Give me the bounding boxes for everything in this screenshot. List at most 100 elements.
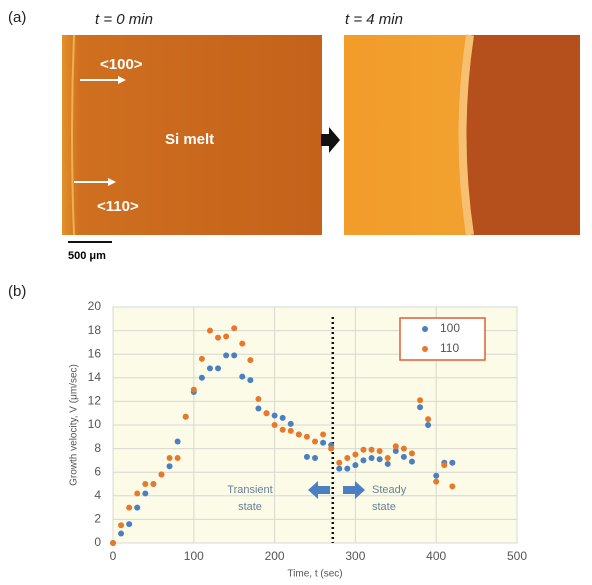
data-point bbox=[360, 457, 367, 464]
data-point bbox=[449, 459, 456, 466]
melt-region bbox=[462, 35, 580, 235]
data-point bbox=[449, 483, 456, 490]
data-point bbox=[166, 455, 173, 462]
y-tick-label: 18 bbox=[88, 323, 102, 337]
annotation: Transient bbox=[227, 484, 272, 496]
data-point bbox=[320, 439, 327, 446]
data-point bbox=[287, 420, 294, 427]
data-point bbox=[231, 352, 238, 359]
data-point bbox=[417, 404, 424, 411]
data-point bbox=[142, 490, 149, 497]
data-point bbox=[312, 455, 318, 462]
data-point bbox=[425, 422, 432, 428]
data-point bbox=[247, 357, 254, 364]
melt-label: Si melt bbox=[165, 131, 214, 148]
x-tick-label: 500 bbox=[507, 549, 527, 563]
data-point bbox=[279, 426, 286, 433]
x-axis-title: Time, t (sec) bbox=[287, 569, 342, 580]
data-point bbox=[118, 522, 125, 529]
data-point bbox=[158, 471, 165, 478]
interface bbox=[71, 34, 75, 236]
annotation-arrow bbox=[308, 481, 330, 499]
y-tick-label: 8 bbox=[94, 441, 101, 455]
data-point bbox=[239, 340, 246, 347]
panel-label: (a) bbox=[8, 9, 26, 26]
x-tick-label: 200 bbox=[265, 549, 285, 563]
x-tick-label: 400 bbox=[426, 549, 446, 563]
x-tick-label: 0 bbox=[110, 549, 117, 563]
data-point bbox=[441, 462, 448, 469]
data-point bbox=[336, 465, 343, 472]
data-point bbox=[174, 455, 181, 462]
y-tick-label: 20 bbox=[88, 299, 102, 313]
data-point bbox=[150, 481, 157, 487]
data-point bbox=[271, 422, 278, 428]
data-point bbox=[336, 459, 343, 466]
data-point bbox=[303, 433, 310, 440]
data-point bbox=[408, 450, 415, 457]
legend-label: 110 bbox=[440, 341, 459, 355]
data-point bbox=[198, 355, 205, 362]
data-point bbox=[400, 445, 407, 452]
data-point bbox=[271, 412, 278, 419]
data-point bbox=[433, 478, 440, 485]
direction-label: <100> bbox=[100, 56, 143, 73]
data-point bbox=[312, 438, 318, 445]
data-point bbox=[247, 377, 254, 384]
data-point bbox=[408, 458, 415, 465]
y-tick-label: 16 bbox=[88, 346, 102, 360]
interface bbox=[458, 34, 474, 236]
data-point bbox=[134, 504, 141, 511]
data-point bbox=[425, 416, 432, 423]
data-point bbox=[223, 333, 230, 340]
legend-label: 100 bbox=[440, 321, 460, 335]
data-point bbox=[376, 456, 383, 463]
data-point bbox=[206, 327, 213, 334]
data-point bbox=[215, 365, 222, 372]
data-point bbox=[239, 373, 246, 380]
time-label: t = 4 min bbox=[345, 11, 403, 28]
y-tick-label: 2 bbox=[94, 512, 101, 526]
data-point bbox=[320, 431, 327, 438]
data-point bbox=[417, 397, 424, 404]
data-point bbox=[198, 374, 205, 381]
direction-arrow bbox=[108, 178, 116, 186]
data-point bbox=[118, 530, 125, 537]
data-point bbox=[368, 455, 375, 462]
data-point bbox=[223, 352, 230, 359]
data-point bbox=[352, 462, 359, 469]
y-tick-label: 12 bbox=[88, 394, 102, 408]
y-tick-label: 4 bbox=[94, 488, 101, 502]
data-point bbox=[384, 460, 391, 467]
data-point bbox=[110, 540, 116, 546]
y-tick-label: 6 bbox=[94, 464, 101, 478]
data-point bbox=[392, 447, 399, 454]
data-point bbox=[279, 414, 286, 421]
data-point bbox=[344, 455, 351, 462]
data-point bbox=[255, 396, 262, 403]
data-point bbox=[400, 453, 407, 460]
data-point bbox=[166, 463, 173, 470]
micrograph bbox=[62, 35, 322, 235]
scale-label: 500 μm bbox=[68, 250, 106, 262]
data-point bbox=[206, 365, 213, 372]
data-point bbox=[384, 455, 391, 462]
annotation: state bbox=[238, 501, 262, 513]
data-point bbox=[328, 445, 335, 452]
data-point bbox=[182, 413, 189, 420]
data-point bbox=[433, 472, 440, 479]
y-axis-title: Growth velocity, V (μm/sec) bbox=[69, 364, 80, 486]
time-arrow bbox=[321, 127, 340, 153]
annotation: Steady bbox=[372, 484, 407, 496]
data-point bbox=[344, 465, 351, 472]
annotation-arrow bbox=[343, 481, 365, 499]
data-point bbox=[231, 325, 238, 332]
panel-label: (b) bbox=[8, 283, 26, 300]
data-point bbox=[126, 504, 133, 511]
data-point bbox=[142, 481, 149, 487]
y-tick-label: 0 bbox=[94, 535, 101, 549]
annotation: state bbox=[372, 501, 396, 513]
data-point bbox=[190, 386, 197, 393]
